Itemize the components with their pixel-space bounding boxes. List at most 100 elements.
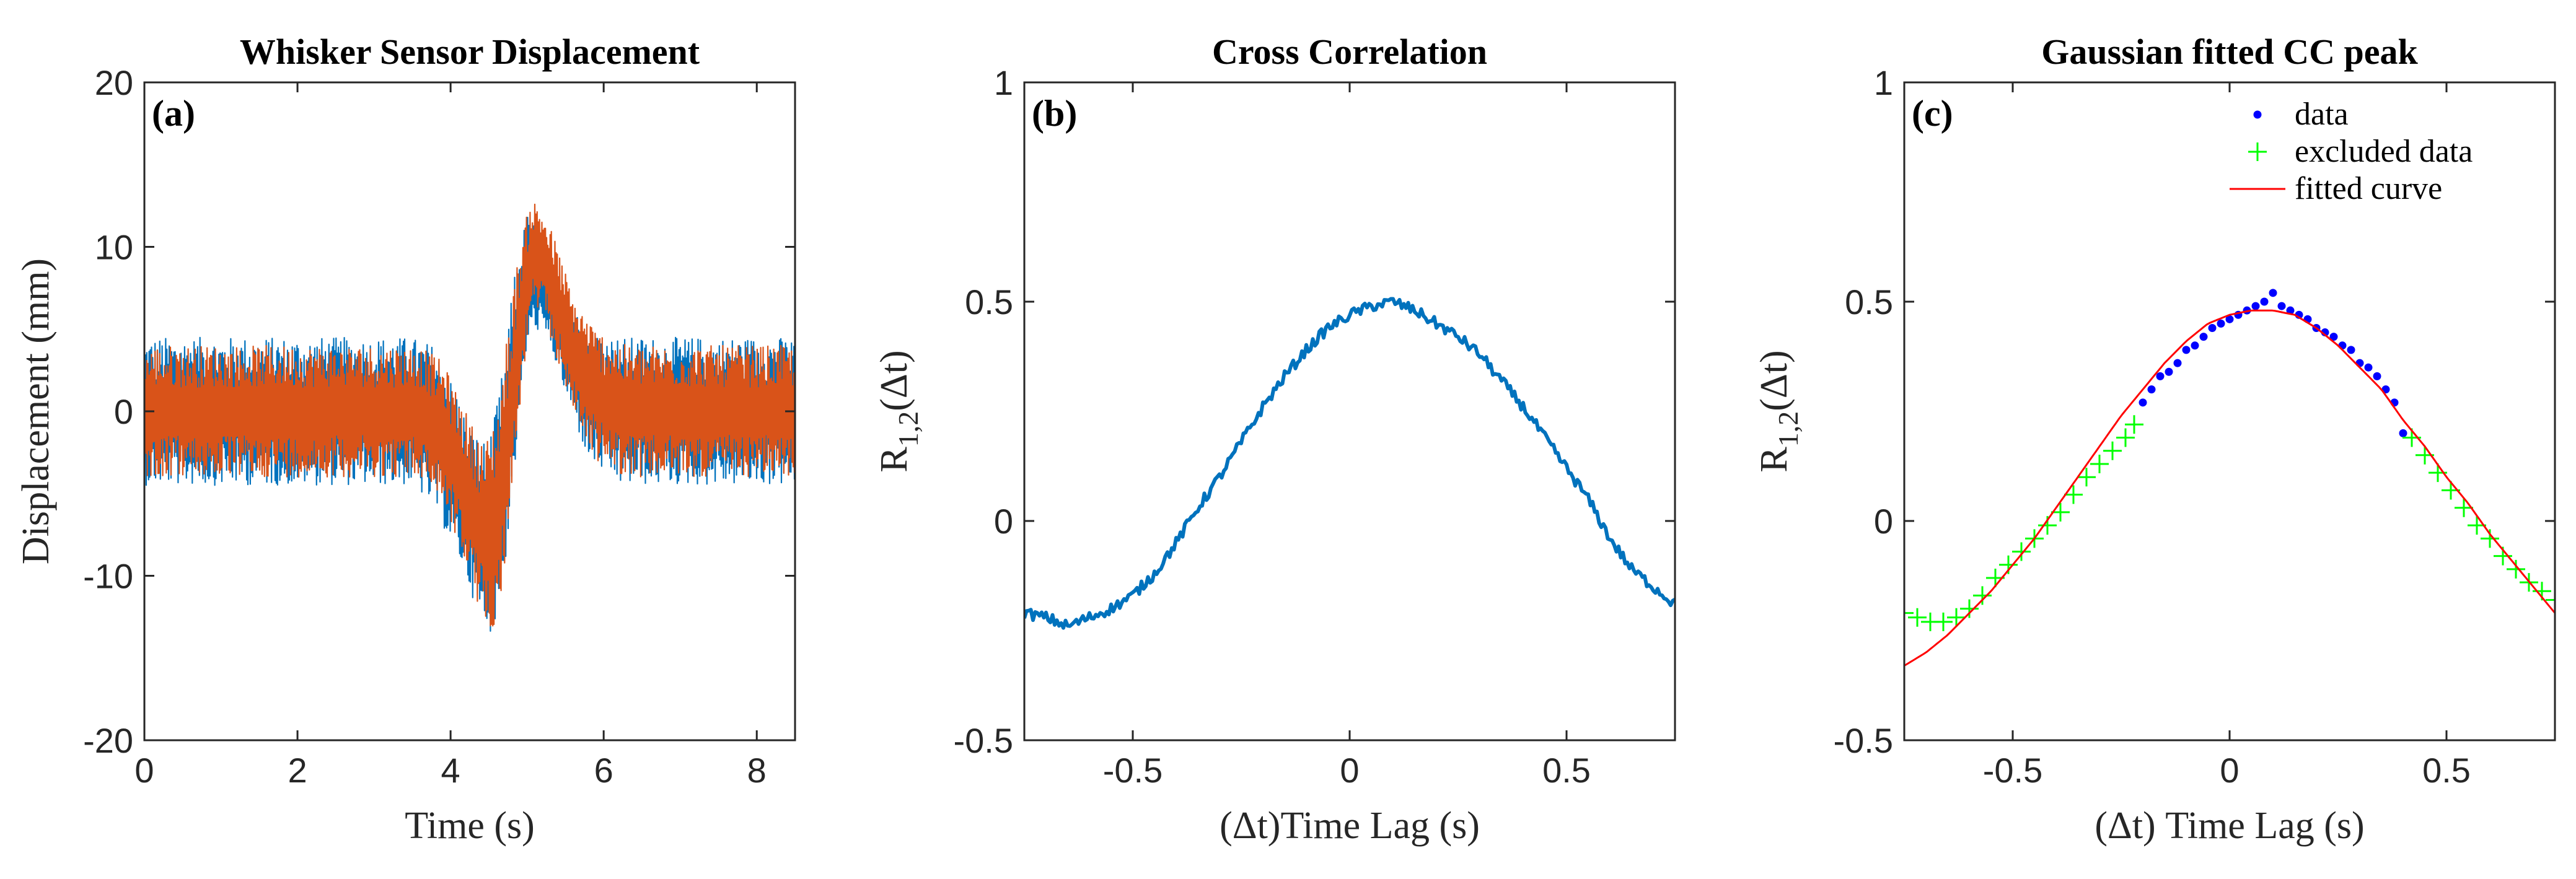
x-tick-label: 0.5 [2422,751,2471,790]
axes-box [1903,81,2556,741]
chart-title: Cross Correlation [1212,32,1487,72]
x-tick-label: 6 [594,751,613,790]
excluded-point [1908,608,1927,627]
excluded-point [1973,586,1992,605]
excluded-point [1904,603,1914,623]
excluded-point [1960,599,1979,618]
y-tick-label: 1 [1874,63,1893,102]
excluded-point [2012,542,2031,561]
chart-panel-a: 0 2 4 6 8 -20 -10 0 10 20 Whisker Sensor Displacem… [15,32,796,847]
y-axis-label-subscript: 1,2 [1772,411,1804,447]
data-point [2191,341,2199,350]
y-tick-label: 0.5 [1845,282,1893,321]
y-axis-label-main: R [1753,447,1795,473]
data-point [2260,297,2269,306]
panel-label: (b) [1032,93,1077,134]
data-point [2156,372,2165,380]
x-tick-label: 0.5 [1542,751,1591,790]
data-point [2225,315,2234,323]
data-layer [144,203,795,632]
data-point [2208,323,2217,332]
y-tick-label: -10 [83,557,133,596]
excluded-point [2481,529,2499,548]
series-fitted-curve [1904,309,2555,667]
excluded-point [2507,559,2525,579]
legend-marker-data [2253,110,2262,119]
x-axis-label: Time (s) [405,805,535,847]
y-tick-label: 1 [994,63,1013,102]
chart-title: Gaussian fitted CC peak [2041,32,2418,72]
excluded-point [2103,441,2122,460]
chart-title: Whisker Sensor Displacement [240,32,700,72]
data-point [2217,319,2225,328]
legend-marker-excluded [2248,142,2267,161]
y-tick-label: 0.5 [965,282,1013,321]
x-axis-label: (Δt) Time Lag (s) [2095,805,2364,847]
data-point [2182,346,2191,354]
data-point [2139,398,2147,407]
excluded-point [2077,468,2096,487]
y-tick-label: 0 [1874,502,1893,541]
y-axis-label-main: R [873,447,915,473]
x-tick-label: 2 [288,751,307,790]
x-tick-label: 0 [134,751,154,790]
data-point [2277,302,2286,310]
excluded-point [2125,415,2143,434]
series-excluded-data [1904,415,2555,631]
excluded-point [2051,502,2070,522]
x-axis-label: (Δt)Time Lag (s) [1220,805,1480,847]
y-tick-label: -20 [83,721,133,760]
data-point [2173,359,2182,367]
y-axis-label: R1,2(Δt) [1753,350,1804,472]
y-tick-label: -0.5 [1834,721,1894,760]
data-point [2329,333,2338,341]
data-point [2269,289,2277,297]
legend-label: data [2295,97,2349,132]
data-point [2199,333,2208,341]
excluded-point [1934,612,1953,631]
data-point [2373,372,2381,380]
excluded-point [2455,498,2473,517]
y-tick-label: 20 [95,63,133,102]
y-axis-label-tail: (Δt) [1753,350,1795,411]
y-axis-label-tail: (Δt) [873,350,915,411]
series-line-cross-correlation [1024,297,1675,630]
y-axis-label: Displacement (mm) [15,258,57,564]
chart-panel-c: -0.5 0 0.5 -0.5 0 0.5 1 Gaussian fitted CC peak… [1753,32,2556,847]
chart-panel-b: -0.5 0 0.5 -0.5 0 0.5 1 Cross Correlation (b) (Δt… [873,32,1676,847]
data-layer [1024,297,1675,630]
x-tick-label: 8 [747,751,767,790]
series-line-sensor-2 [144,203,795,627]
axes-box [1023,81,1676,741]
y-axis-label-subscript: 1,2 [892,411,924,447]
excluded-point [2116,428,2135,447]
x-tick-label: 4 [441,751,460,790]
x-tick-label: -0.5 [1103,751,1163,790]
excluded-point [2064,485,2083,504]
x-tick-label: -0.5 [1983,751,2043,790]
excluded-point [1947,608,1966,627]
y-tick-label: 0 [994,502,1013,541]
data-point [2347,346,2355,354]
legend-label: excluded data [2295,134,2473,169]
data-point [2364,363,2373,372]
data-point [2147,385,2156,394]
excluded-point [2546,590,2555,610]
x-tick-label: 0 [1340,751,1359,790]
y-tick-label: 0 [114,392,133,431]
y-axis-label: R1,2(Δt) [873,350,924,472]
data-point [2165,367,2173,376]
data-point [2251,302,2260,310]
y-tick-label: -0.5 [954,721,1014,760]
excluded-point [2090,454,2109,473]
data-layer [1904,289,2555,667]
data-point [2286,306,2295,315]
y-tick-label: 10 [95,228,133,267]
panel-label: (a) [152,93,195,134]
panel-label: (c) [1912,93,1953,134]
x-tick-label: 0 [2220,751,2239,790]
data-point [2399,429,2407,437]
